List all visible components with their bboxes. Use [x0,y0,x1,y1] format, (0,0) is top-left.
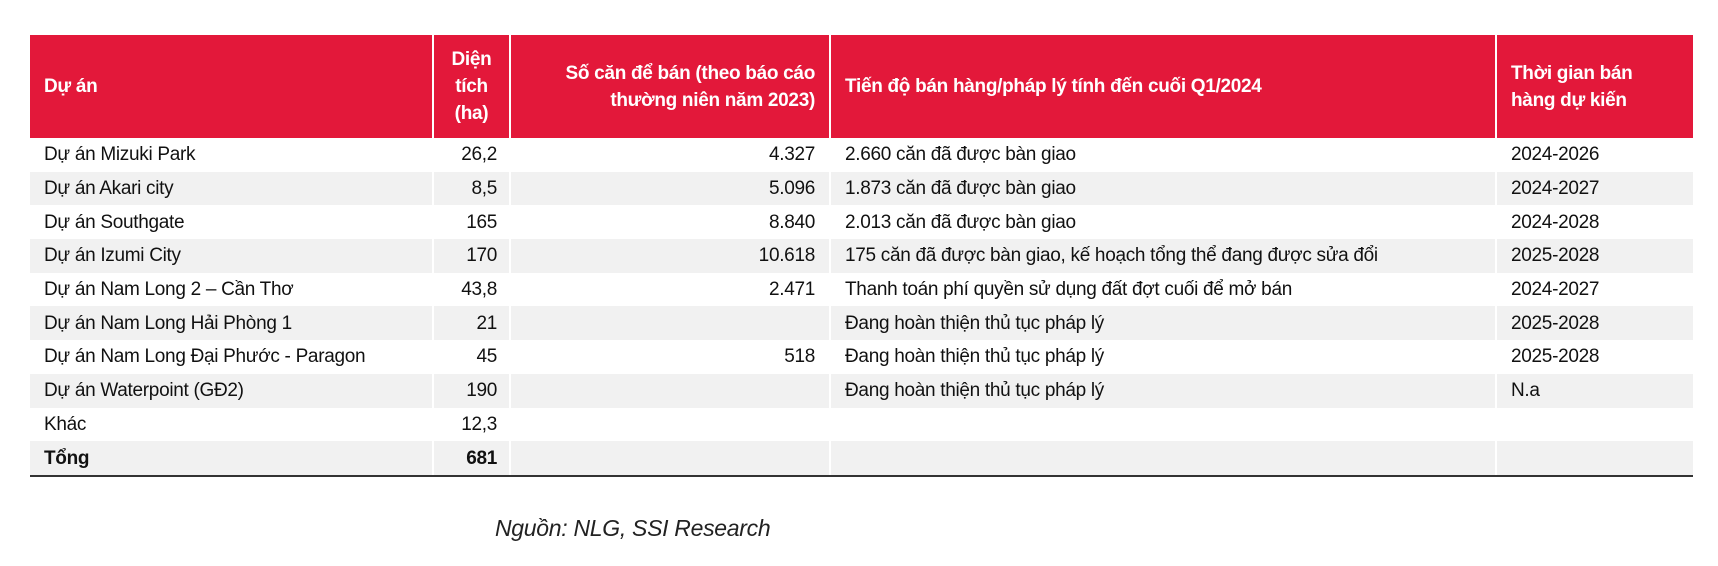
table-cell: 5.096 [509,171,830,206]
table-cell: Đang hoàn thiện thủ tục pháp lý [829,340,1496,374]
header-cell: Diện tích (ha) [432,35,510,138]
table-cell: Dự án Nam Long Hải Phòng 1 [30,306,433,341]
table-cell: Dự án Nam Long Đại Phước - Paragon [44,346,366,368]
table-cell: 2025-2028 [1495,239,1693,273]
table-cell: 26,2 [432,138,510,172]
table-cell: 2025-2028 [1495,306,1693,341]
table-cell: Dự án Waterpoint (GĐ2) [30,373,433,408]
table-cell [829,407,1496,442]
table-cell: Đang hoàn thiện thủ tục pháp lý [829,373,1496,408]
table-cell: 190 [432,373,510,408]
table-row: Dự án Akari city 8,5 5.096 1.873 căn đã đượ… [30,171,1693,206]
table-cell: Dự án Nam Long 2 – Cần Thơ [44,279,294,301]
header-cell: Tiến độ bán hàng/pháp lý tính đến cuối Q… [829,35,1496,138]
header-cell: Số căn để bán (theo báo cáo thường niên … [509,35,830,138]
table-cell: N.a [1495,373,1693,408]
table-cell: Dự án Izumi City [30,239,433,273]
table-cell: 10.618 [509,239,830,273]
table-cell: 165 [432,205,510,240]
table-cell: Dự án Southgate [44,211,185,233]
table-cell: 2024-2027 [1495,171,1693,206]
table-cell: Dự án Mizuki Park [44,144,196,166]
table-cell: 170 [432,239,510,273]
table-cell: 8,5 [432,171,510,206]
table-cell: 1.873 căn đã được bàn giao [829,171,1496,206]
table-cell: 21 [432,306,510,341]
table-cell [829,441,1496,477]
projects-table: Dự án Diện tích (ha) Số căn để bán (theo b… [30,35,1693,477]
table-cell [509,441,830,477]
table-cell: Thanh toán phí quyền sử dụng đất đợt cuố… [829,272,1496,307]
table-cell [1495,441,1693,477]
table-cell: 2.660 căn đã được bàn giao [829,138,1496,172]
table-row: Tổng 681 [30,441,1693,477]
table-cell: 681 [432,441,510,477]
header-row: Dự án Diện tích (ha) Số căn để bán (theo b… [30,35,1693,138]
table-cell: 518 [509,340,830,374]
table-cell: Dự án Akari city [30,171,433,206]
header-cell: Dự án [30,35,433,138]
table-cell: Khác [44,413,87,435]
table-cell [509,306,830,341]
header-cell: Thời gian bán hàng dự kiến [1495,35,1693,138]
source-note: Nguồn: NLG, SSI Research [495,515,771,541]
table-row: Dự án Mizuki Park 26,2 4.327 2.660 căn đã đ… [30,138,1693,172]
table-row: Dự án Nam Long Hải Phòng 1 21 Đang hoàn th… [30,306,1693,341]
table-cell: 8.840 [509,205,830,240]
table-cell: 2.013 căn đã được bàn giao [829,205,1496,240]
table-cell: Tổng [30,441,433,477]
table-cell [1495,407,1693,442]
table-row: Dự án Izumi City 170 10.618 175 căn đã được… [30,239,1693,273]
table-cell: 2024-2026 [1495,138,1693,172]
table-cell: 175 căn đã được bàn giao, kế hoạch tổng … [829,239,1496,273]
table-cell: 2024-2027 [1495,272,1693,307]
table-cell: 2025-2028 [1495,340,1693,374]
table-row: Dự án Southgate 165 8.840 2.013 căn đã được… [30,205,1693,240]
table-cell: 2024-2028 [1495,205,1693,240]
table-row: Dự án Waterpoint (GĐ2) 190 Đang hoàn thiện… [30,373,1693,408]
table-body: Dự án Mizuki Park 26,2 4.327 2.660 căn đã đ… [30,138,1693,477]
table-cell [509,373,830,408]
table-cell: 45 [432,340,510,374]
table-cell: Đang hoàn thiện thủ tục pháp lý [829,306,1496,341]
table-row: Dự án Nam Long 2 – Cần Thơ 43,8 2.471 Thanh… [30,272,1693,307]
table-cell [509,407,830,442]
table-row: Khác 12,3 [30,407,1693,442]
table-cell: 4.327 [509,138,830,172]
table-cell: 43,8 [432,272,510,307]
table-cell: 2.471 [509,272,830,307]
table-cell: 12,3 [432,407,510,442]
table-row: Dự án Nam Long Đại Phước - Paragon 45 518 Đ… [30,340,1693,374]
